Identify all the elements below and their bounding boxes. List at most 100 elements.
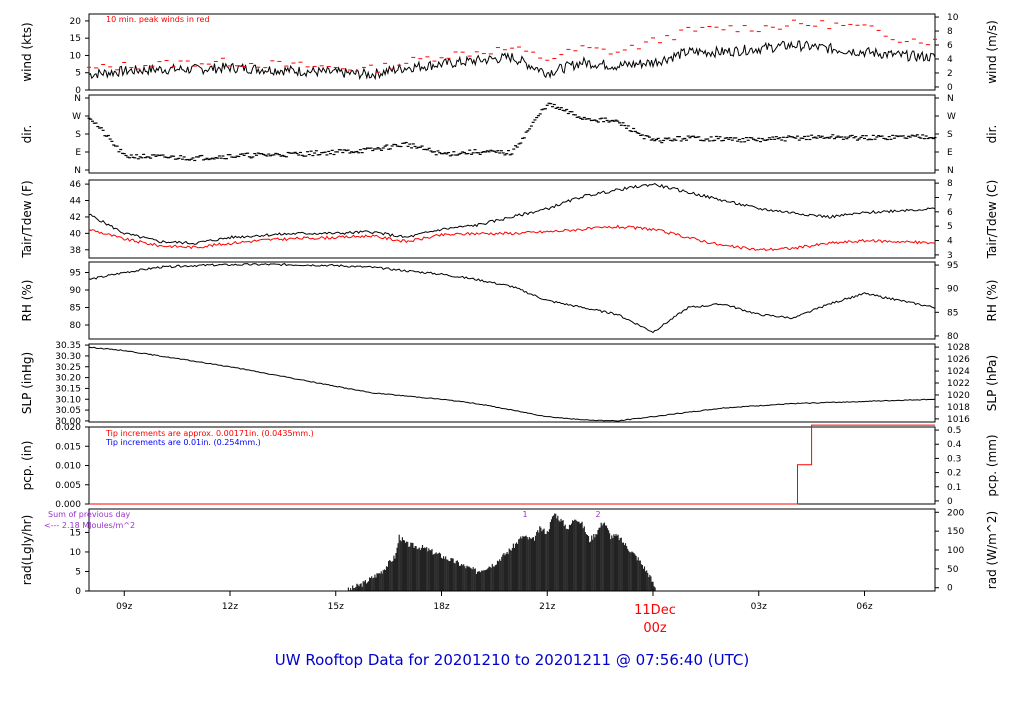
day-sublabel: 00z: [643, 621, 667, 636]
y-tick-label-right: 0.1: [947, 483, 961, 493]
series-line-tdew: [88, 224, 936, 251]
y-tick-label-right: 1016: [947, 415, 970, 425]
y-axis-label-right: wind (m/s): [985, 20, 999, 84]
y-tick-label-right: 80: [947, 332, 959, 342]
y-tick-label-left: W: [72, 112, 81, 122]
y-tick-label-right: 1018: [947, 403, 970, 413]
y-tick-label-left: 30.05: [55, 406, 81, 416]
y-axis-label-left: Tair/Tdew (F): [20, 180, 34, 258]
panel-4: RH (%) RH (%) 80 85 90 95 80 85 90 95: [20, 261, 999, 342]
series-line-tair: [88, 183, 936, 245]
panel-frame: [88, 179, 936, 259]
y-axis-label-right: rad (W/m^2): [985, 511, 999, 589]
chart-title: UW Rooftop Data for 20201210 to 20201211…: [275, 651, 749, 669]
y-tick-label-left: 46: [70, 180, 82, 190]
y-tick-label-right: 8: [947, 27, 953, 37]
y-axis-label-right: SLP (hPa): [985, 355, 999, 411]
y-axis-label-left: pcp. (in): [20, 441, 34, 491]
panel-7: rad(Lgly/hr) rad (W/m^2)05101505010015020…: [20, 508, 999, 597]
y-tick-label-left: 15: [70, 34, 81, 44]
series-line-rh: [88, 263, 936, 334]
y-tick-label-right: 1028: [947, 343, 970, 353]
y-tick-label-right: 1026: [947, 355, 970, 365]
y-tick-label-right: 4: [947, 55, 953, 65]
y-tick-label-right: 0: [947, 83, 953, 93]
y-tick-label-left: S: [75, 130, 81, 140]
y-tick-label-left: 0.005: [55, 481, 81, 491]
x-tick-label: 06z: [856, 602, 872, 612]
y-tick-label-right: 50: [947, 565, 959, 575]
y-tick-label-right: W: [947, 112, 956, 122]
y-tick-label-right: 150: [947, 527, 964, 537]
y-tick-label-left: 0.015: [55, 442, 81, 452]
y-tick-label-right: 4: [947, 237, 953, 247]
y-tick-label-right: 8: [947, 179, 953, 189]
y-tick-label-left: 40: [70, 229, 82, 239]
y-axis-label-left: SLP (inHg): [20, 352, 34, 414]
panel-annotation: 10 min. peak winds in red: [106, 15, 210, 24]
y-tick-label-left: 5: [75, 69, 81, 79]
y-tick-label-left: 5: [75, 567, 81, 577]
panel-5: SLP (inHg) SLP (hPa)30.0030.0530.1030.153…: [20, 341, 999, 427]
y-tick-label-right: 200: [947, 508, 964, 518]
x-tick-label: 12z: [222, 602, 238, 612]
y-tick-label-left: 10: [70, 548, 82, 558]
y-tick-label-left: 0.020: [55, 423, 81, 433]
panel-frame: [88, 13, 936, 91]
y-tick-label-right: 2: [947, 69, 953, 79]
y-tick-label-left: 0: [75, 587, 81, 597]
tip-annotation-2: Tip increments are 0.01in. (0.254mm.): [105, 438, 261, 447]
y-tick-label-right: 1024: [947, 367, 970, 377]
y-tick-label-left: 30.10: [55, 395, 81, 405]
y-tick-label-right: 1022: [947, 379, 970, 389]
y-tick-label-right: E: [947, 148, 953, 158]
x-tick-label: 09z: [116, 602, 132, 612]
y-tick-label-right: 5: [947, 222, 953, 232]
y-axis-label-right: dir.: [985, 125, 999, 144]
panel-3: Tair/Tdew (F) Tair/Tdew (C) 38 40 42 44 46 3 4 5 6…: [20, 179, 999, 261]
series-line-precip: [89, 424, 935, 505]
y-tick-label-right: 0.4: [947, 440, 962, 450]
x-tick-label: 15z: [328, 602, 344, 612]
sum-annotation: Sum of previous day: [48, 510, 130, 519]
y-tick-label-left: 38: [70, 246, 82, 256]
y-tick-label-left: 30.00: [55, 417, 81, 427]
y-tick-label-left: 30.20: [55, 374, 81, 384]
y-tick-label-left: 0.010: [55, 462, 81, 472]
day-label: 11Dec: [634, 603, 676, 618]
y-tick-label-right: 6: [947, 41, 953, 51]
y-tick-label-left: 10: [70, 51, 82, 61]
y-tick-label-left: N: [74, 94, 81, 104]
y-tick-label-left: 80: [70, 321, 82, 331]
y-tick-label-left: 90: [70, 286, 82, 296]
y-tick-label-left: 30.35: [55, 341, 81, 351]
y-tick-label-left: 0.000: [55, 500, 81, 510]
y-tick-label-right: N: [947, 166, 954, 176]
y-axis-label-left: rad(Lgly/hr): [20, 515, 34, 586]
y-tick-label-right: 6: [947, 208, 953, 218]
y-tick-label-right: 95: [947, 261, 958, 271]
y-tick-label-right: 0.5: [947, 426, 961, 436]
y-axis-label-left: dir.: [20, 125, 34, 144]
y-tick-label-right: 100: [947, 546, 964, 556]
sum-value: <--- 2.18 MJoules/m^2: [44, 521, 135, 530]
y-tick-label-right: 85: [947, 308, 958, 318]
y-axis-label-right: Tair/Tdew (C): [985, 180, 999, 260]
y-tick-label-left: 44: [70, 197, 82, 207]
y-tick-label-right: 10: [947, 13, 959, 23]
y-tick-label-right: 1020: [947, 391, 970, 401]
y-axis-label-right: RH (%): [985, 280, 999, 322]
panel-frame: [88, 261, 936, 340]
panel-frame: [88, 94, 936, 174]
y-tick-label-left: 0: [75, 86, 81, 96]
y-tick-label-left: 95: [70, 269, 81, 279]
series-line-slp: [88, 346, 936, 422]
y-tick-label-right: 7: [947, 193, 953, 203]
y-tick-label-left: 15: [70, 528, 81, 538]
y-tick-label-right: S: [947, 130, 953, 140]
y-tick-label-right: 0.3: [947, 454, 961, 464]
